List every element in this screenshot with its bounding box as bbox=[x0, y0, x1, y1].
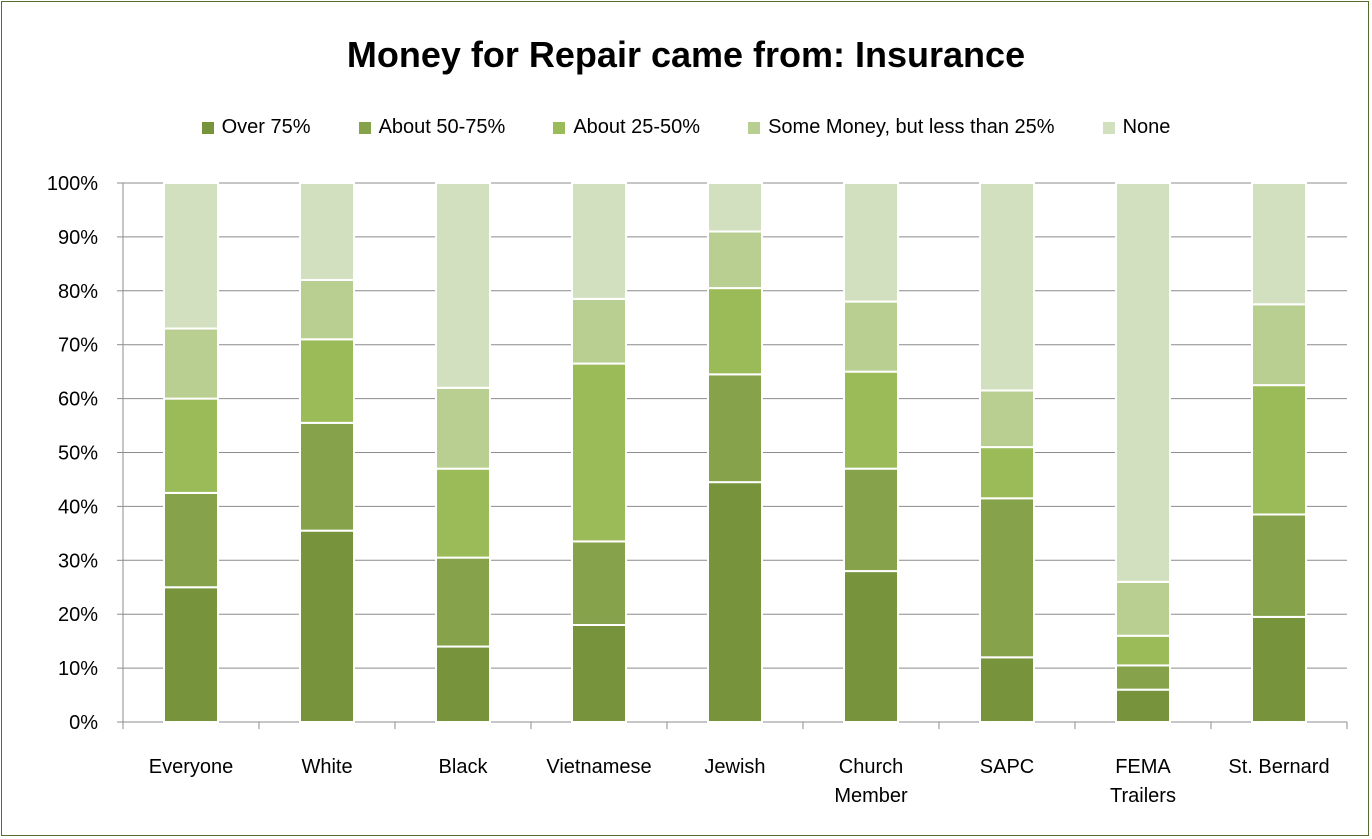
bar-segment bbox=[571, 362, 627, 543]
bar-segment bbox=[299, 182, 355, 282]
bar-segment bbox=[1115, 580, 1171, 637]
bar-segment bbox=[843, 300, 899, 373]
y-tick-label: 80% bbox=[58, 281, 98, 303]
legend-item: Some Money, but less than 25% bbox=[748, 116, 1055, 139]
bar-segment bbox=[299, 338, 355, 424]
y-tick-label: 0% bbox=[69, 712, 98, 734]
legend-item: About 25-50% bbox=[553, 116, 700, 139]
y-tick-label: 30% bbox=[58, 550, 98, 572]
legend-swatch bbox=[748, 121, 761, 134]
legend-label: None bbox=[1122, 116, 1171, 138]
legend-label: Over 75% bbox=[221, 116, 311, 138]
y-tick-label: 60% bbox=[58, 389, 98, 411]
bar-segment bbox=[1115, 634, 1171, 667]
bar-segment bbox=[1251, 182, 1307, 306]
chart-legend: Over 75% About 50-75% About 25-50% Some Mon… bbox=[0, 116, 1372, 139]
bar-segment bbox=[843, 570, 899, 724]
bar-segment bbox=[163, 491, 219, 589]
bar-segment bbox=[1115, 664, 1171, 691]
bar-segment bbox=[979, 497, 1035, 659]
y-tick-label: 70% bbox=[58, 335, 98, 357]
bar-segment bbox=[1115, 182, 1171, 583]
legend-label: About 25-50% bbox=[573, 116, 701, 138]
bar-segment bbox=[707, 230, 763, 290]
legend-swatch bbox=[553, 121, 566, 134]
x-tick-label: Vietnamese bbox=[546, 756, 651, 778]
bar-segment bbox=[435, 467, 491, 559]
bar-segment bbox=[1115, 688, 1171, 723]
legend-item: Over 75% bbox=[201, 116, 311, 139]
bar-segment bbox=[707, 481, 763, 723]
bar-segment bbox=[299, 421, 355, 532]
y-tick-label: 50% bbox=[58, 443, 98, 465]
bar-segment bbox=[1251, 384, 1307, 516]
y-tick-label: 100% bbox=[47, 173, 98, 195]
x-tick-label: White bbox=[301, 756, 352, 778]
legend-swatch bbox=[201, 121, 214, 134]
legend-item: About 50-75% bbox=[358, 116, 506, 139]
bar-segment bbox=[435, 645, 491, 723]
y-tick-label: 90% bbox=[58, 227, 98, 249]
legend-swatch bbox=[358, 121, 371, 134]
y-tick-label: 20% bbox=[58, 604, 98, 626]
x-tick-label: St. Bernard bbox=[1228, 756, 1329, 778]
x-tick-label: Church bbox=[839, 756, 903, 778]
bar-segment bbox=[979, 656, 1035, 724]
x-tick-label: Jewish bbox=[704, 756, 765, 778]
bar-segment bbox=[571, 623, 627, 723]
bar-segment bbox=[299, 529, 355, 724]
bar-segment bbox=[163, 182, 219, 330]
bar-segment bbox=[1251, 513, 1307, 618]
bar-segment bbox=[571, 182, 627, 300]
x-tick-label: Member bbox=[834, 785, 908, 807]
bar-segment bbox=[1251, 303, 1307, 387]
bar-segment bbox=[299, 279, 355, 341]
bar-segment bbox=[843, 182, 899, 303]
bar-segment bbox=[571, 297, 627, 365]
x-tick-label: Black bbox=[439, 756, 489, 778]
bar-segment bbox=[163, 586, 219, 723]
bar-segment bbox=[979, 446, 1035, 500]
y-tick-label: 10% bbox=[58, 658, 98, 680]
bar-segment bbox=[843, 467, 899, 573]
bar-segment bbox=[435, 182, 491, 389]
bar-segment bbox=[435, 386, 491, 470]
bar-segment bbox=[1251, 615, 1307, 724]
legend-label: Some Money, but less than 25% bbox=[768, 116, 1055, 138]
bar-segment bbox=[435, 556, 491, 648]
chart-title: Money for Repair came from: Insurance bbox=[346, 34, 1026, 75]
bar-segment bbox=[163, 397, 219, 494]
legend-swatch bbox=[1102, 121, 1115, 134]
bar-segment bbox=[707, 373, 763, 484]
y-tick-label: 40% bbox=[58, 496, 98, 518]
bar-segment bbox=[979, 389, 1035, 449]
legend-label: About 50-75% bbox=[378, 116, 506, 138]
bar-segment bbox=[163, 327, 219, 400]
legend-item: None bbox=[1102, 116, 1171, 139]
x-tick-label: Trailers bbox=[1110, 785, 1176, 807]
bar-segment bbox=[707, 287, 763, 376]
bar-segment bbox=[707, 182, 763, 233]
bar-segment bbox=[843, 370, 899, 470]
x-tick-label: SAPC bbox=[980, 756, 1034, 778]
x-tick-label: FEMA bbox=[1115, 756, 1171, 778]
bar-segment bbox=[571, 540, 627, 626]
bar-segment bbox=[979, 182, 1035, 392]
x-tick-label: Everyone bbox=[149, 756, 234, 778]
